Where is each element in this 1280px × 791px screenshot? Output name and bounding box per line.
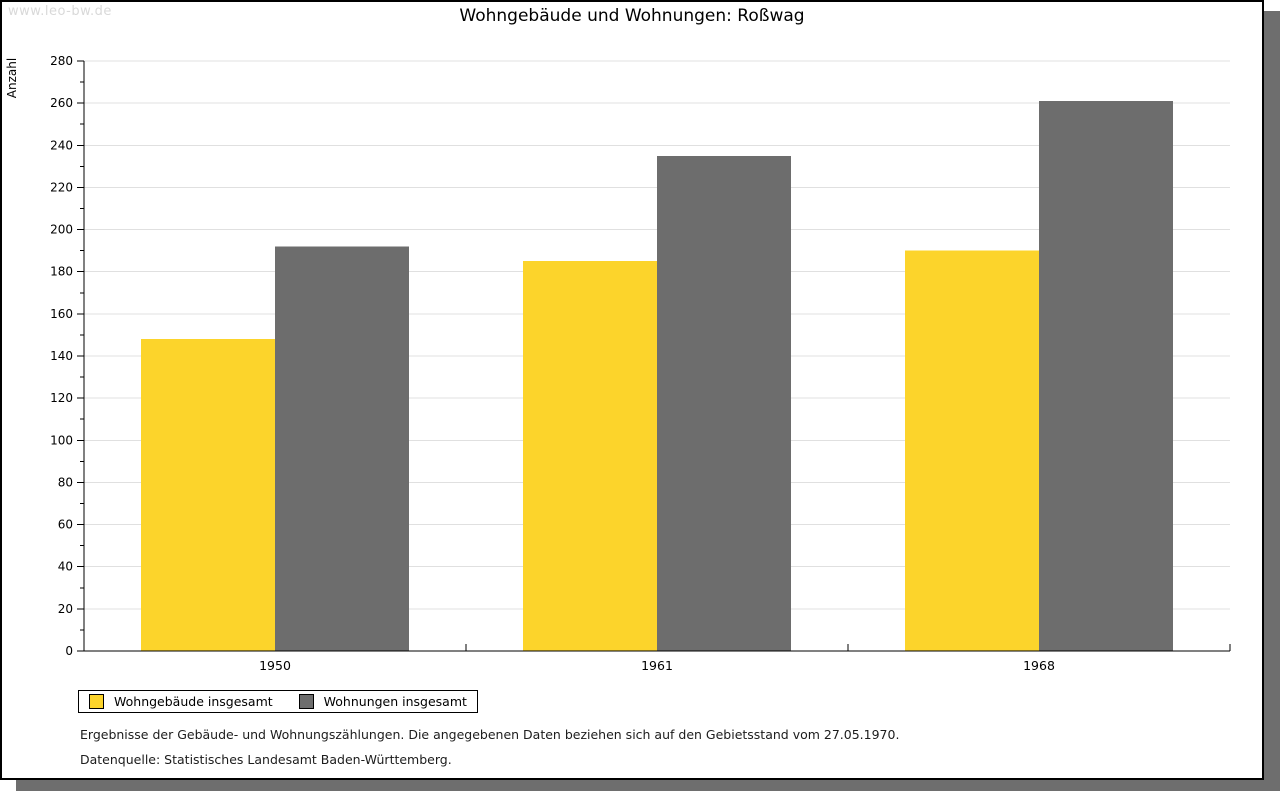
x-category-label: 1968 [1023, 658, 1055, 673]
legend-label-wohnungen: Wohnungen insgesamt [323, 694, 467, 709]
y-tick-label: 20 [58, 602, 73, 616]
y-tick-label: 160 [50, 307, 73, 321]
y-tick-label: 180 [50, 265, 73, 279]
y-tick-label: 0 [65, 644, 73, 658]
y-tick-label: 220 [50, 180, 73, 194]
y-tick-label: 260 [50, 96, 73, 110]
x-category-label: 1961 [641, 658, 673, 673]
bar-wohngebaeude-1968 [905, 250, 1039, 651]
y-tick-label: 40 [58, 560, 73, 574]
watermark-text: www.leo-bw.de [8, 4, 112, 19]
bar-wohnungen-1950 [275, 246, 409, 651]
y-tick-label: 120 [50, 391, 73, 405]
y-tick-label: 200 [50, 223, 73, 237]
y-tick-label: 100 [50, 433, 73, 447]
footnote-source-note: Ergebnisse der Gebäude- und Wohnungszähl… [80, 727, 900, 742]
legend-box: Wohngebäude insgesamt Wohnungen insgesam… [78, 690, 478, 713]
y-tick-label: 280 [50, 54, 73, 68]
y-tick-label: 60 [58, 518, 73, 532]
bar-wohnungen-1968 [1039, 101, 1173, 652]
legend-entry-wohnungen: Wohnungen insgesamt [298, 694, 467, 709]
legend-swatch-wohnungen [298, 694, 314, 709]
chart-title: Wohngebäude und Wohnungen: Roßwag [459, 6, 805, 26]
footnote-data-source: Datenquelle: Statistisches Landesamt Bad… [80, 752, 452, 767]
bar-wohngebaeude-1961 [523, 261, 657, 651]
y-tick-label: 140 [50, 349, 73, 363]
bar-wohngebaeude-1950 [141, 339, 275, 651]
legend-swatch-wohngebaeude [89, 694, 104, 709]
y-axis-title: Anzahl [5, 58, 19, 98]
bar-wohnungen-1961 [657, 155, 791, 652]
legend-entry-wohngebaeude: Wohngebäude insgesamt [89, 694, 273, 709]
legend-label-wohngebaeude: Wohngebäude insgesamt [114, 694, 273, 709]
bar-chart-plot: 0 20 40 60 80 100 120 140 160 180 200 220 240 260 280 1… [5, 54, 1231, 673]
x-category-label: 1950 [259, 658, 291, 673]
y-tick-label: 240 [50, 138, 73, 152]
y-tick-label: 80 [58, 475, 73, 489]
